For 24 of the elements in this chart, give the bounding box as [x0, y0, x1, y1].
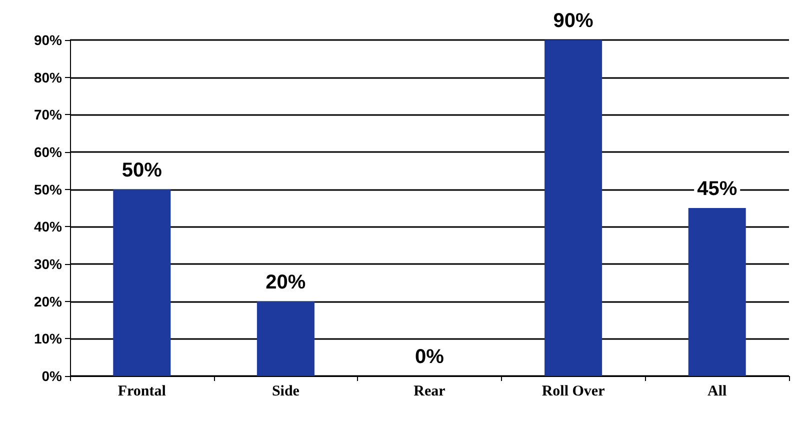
data-label: 20% [266, 271, 306, 294]
data-label: 45% [697, 178, 738, 200]
bar [113, 189, 171, 376]
y-tick-label: 40% [34, 218, 63, 235]
x-tick-label: Rear [414, 384, 446, 400]
y-tick-label: 10% [34, 330, 63, 347]
y-tick-label: 0% [42, 368, 63, 384]
x-tick-label: Side [272, 384, 300, 400]
x-tick-label: All [708, 384, 727, 400]
data-label: 0% [415, 346, 444, 368]
x-tick-label: Roll Over [542, 384, 606, 400]
y-tick-label: 90% [34, 32, 63, 48]
y-tick-label: 70% [34, 106, 63, 123]
bar [688, 208, 746, 376]
bar [256, 301, 314, 376]
data-label: 50% [122, 159, 162, 182]
y-tick-label: 60% [34, 144, 63, 160]
data-label: 90% [553, 10, 594, 32]
y-tick-label: 20% [34, 293, 63, 310]
y-tick-label: 80% [34, 69, 63, 86]
x-tick-label: Frontal [118, 384, 166, 400]
bar [544, 40, 602, 376]
y-tick-label: 50% [34, 181, 63, 198]
y-tick-label: 30% [34, 256, 63, 272]
